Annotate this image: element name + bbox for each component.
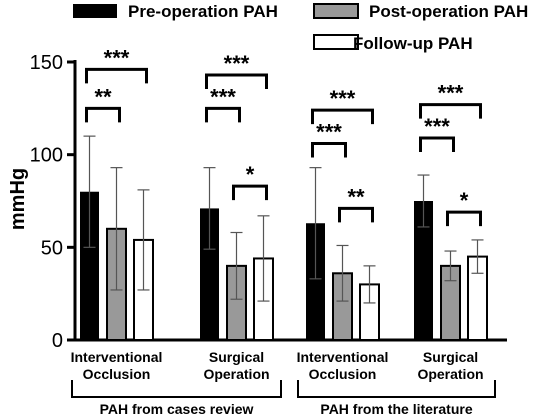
legend-item-pre-operation: Pre-operation PAH — [73, 2, 278, 21]
y-tick-label: 50 — [41, 237, 63, 259]
significance-label: *** — [330, 86, 356, 111]
significance-bracket — [85, 67, 148, 84]
plot-area: 0 50 100 150 Interventional Occlusion Surgical… — [30, 45, 507, 417]
significance-label: *** — [424, 114, 450, 139]
significance-label: ** — [94, 84, 112, 109]
category-label: Surgical Operation — [203, 349, 269, 382]
group-bracket — [297, 380, 496, 398]
group-bracket — [71, 380, 282, 398]
legend-swatch-pre-operation — [73, 4, 117, 18]
legend-swatch-follow-up — [313, 34, 359, 50]
legend-item-post-operation: Post-operation PAH — [313, 2, 528, 21]
significance-bracket — [232, 184, 268, 201]
category-label: Surgical Operation — [417, 349, 483, 382]
significance-bracket — [311, 108, 374, 125]
y-axis-title: mmHg — [7, 168, 29, 230]
legend-label-pre-operation: Pre-operation PAH — [128, 2, 278, 21]
significance-bracket — [446, 210, 482, 227]
bar — [414, 201, 433, 340]
significance-bracket — [205, 73, 268, 89]
significance-label: ** — [347, 184, 365, 209]
significance-label: * — [460, 188, 469, 213]
significance-bracket — [85, 106, 121, 123]
y-tick-label: 100 — [30, 145, 63, 167]
category-label: Interventional Occlusion — [297, 349, 389, 382]
legend-label-post-operation: Post-operation PAH — [369, 2, 528, 21]
legend-label-follow-up: Follow-up PAH — [353, 34, 473, 53]
significance-bracket — [338, 206, 374, 223]
significance-bracket — [419, 136, 455, 152]
y-tick-label: 0 — [52, 330, 63, 352]
significance-label: *** — [316, 120, 342, 145]
category-label: Interventional Occlusion — [71, 349, 163, 382]
bar — [80, 191, 99, 340]
group-label: PAH from the literature — [320, 401, 472, 417]
significance-label: *** — [438, 81, 464, 106]
legend: Pre-operation PAH Post-operation PAH Fol… — [73, 2, 528, 53]
legend-item-follow-up: Follow-up PAH — [313, 34, 473, 53]
significance-bracket — [205, 106, 241, 123]
legend-swatch-post-operation — [313, 3, 359, 19]
significance-label: * — [246, 162, 255, 187]
bar — [306, 223, 325, 340]
significance-bracket — [419, 103, 482, 119]
significance-label: *** — [224, 51, 250, 76]
bar — [200, 208, 219, 340]
y-tick-label: 150 — [30, 52, 63, 74]
group-label: PAH from cases review — [100, 401, 254, 417]
significance-label: *** — [210, 84, 236, 109]
significance-label: *** — [104, 45, 130, 70]
significance-bracket — [311, 142, 347, 158]
